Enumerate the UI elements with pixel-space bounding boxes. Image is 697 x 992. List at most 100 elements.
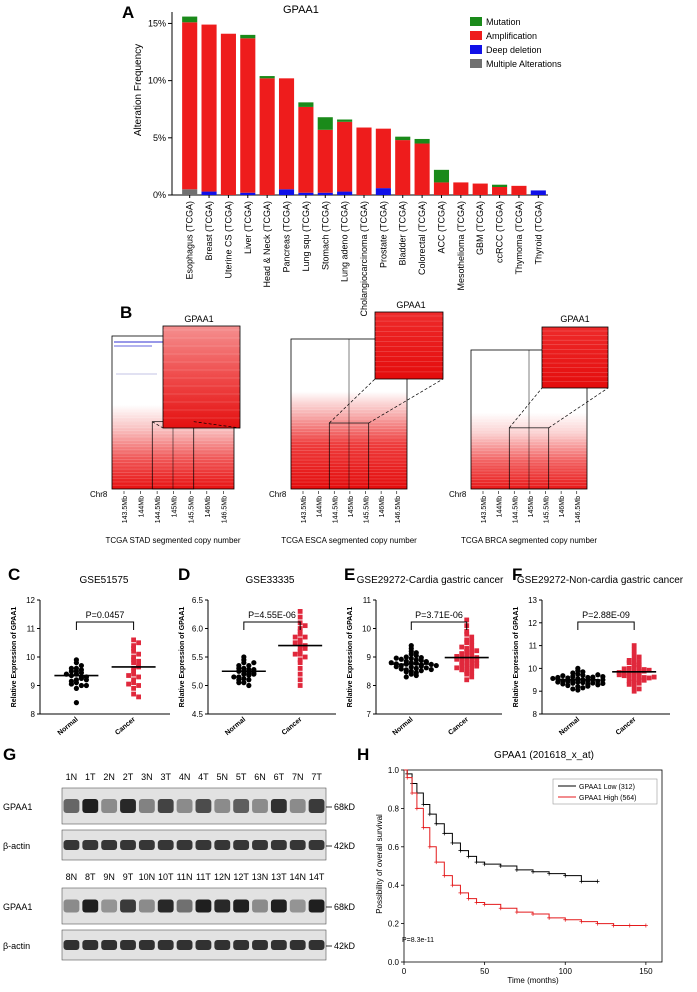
chart-a-xlabels: Esophagus (TCGA) Breast (TCGA) Uterine CS … [185, 195, 543, 317]
bar-mutation [259, 76, 275, 79]
dot-cancer [126, 681, 131, 687]
bar-amplification [182, 22, 198, 190]
blot-band [82, 840, 99, 850]
blot-gpaa1-top [61, 787, 327, 825]
lane-label: 12T [233, 872, 249, 882]
dot-cancer [469, 666, 475, 671]
dot-normal [580, 672, 586, 678]
dot-normal [73, 700, 79, 706]
dot-normal [570, 680, 576, 686]
blot-band [270, 799, 287, 813]
bar-deep-deletion [317, 192, 333, 195]
km-censor-mark [458, 848, 463, 853]
dot-cancer [469, 647, 475, 653]
dot-normal [73, 657, 79, 663]
legend-swatch-amplification [470, 31, 482, 40]
zoom-connector [152, 421, 164, 429]
panel-letter-g: G [3, 745, 16, 764]
dot-normal [73, 685, 79, 691]
blot-band [308, 799, 325, 813]
blot-band [176, 899, 193, 913]
blot-band [252, 940, 268, 950]
dot-cancer [636, 680, 642, 686]
blot-band [195, 799, 212, 813]
dot-cancer [621, 673, 627, 679]
scatter-pvalue: P=0.0457 [86, 610, 125, 620]
chart-a-xtick-label: Lung squ (TCGA) [301, 201, 311, 272]
dot-normal [408, 664, 414, 670]
zoom-connector [548, 387, 609, 429]
bar-mutation [298, 102, 314, 107]
blot-band [289, 799, 306, 813]
dot-cancer [469, 661, 475, 667]
dot-normal [398, 656, 404, 662]
lane-label: 1N [66, 772, 78, 782]
dot-cancer [464, 671, 470, 677]
km-ytick-label: 0.0 [388, 958, 400, 967]
bar-amplification [492, 186, 508, 195]
dot-cancer [297, 646, 303, 651]
blot-band [138, 940, 155, 950]
bar-amplification [395, 140, 411, 195]
dot-cancer [474, 658, 480, 663]
dot-cancer [464, 631, 470, 637]
scatter-pvalue: P=4.55E-06 [248, 610, 296, 620]
blot-band [233, 899, 250, 913]
dot-normal [413, 650, 419, 656]
dot-cancer [626, 678, 632, 684]
chart-a-bars [182, 16, 546, 196]
chart-a-xtick-label: Esophagus (TCGA) [185, 201, 195, 280]
dot-normal [236, 680, 242, 686]
chart-h-ylabel: Possibility of overall survival [375, 814, 384, 914]
blot-band [252, 799, 268, 813]
panel-scatter-group: C D E F GSE51575 8 9 10 11 12 Relative Express… [8, 565, 684, 737]
dot-cancer [131, 668, 136, 674]
dot-cancer [616, 672, 622, 678]
zoom-gene-label: GPAA1 [184, 314, 213, 324]
dot-cancer [459, 651, 465, 656]
bar-deep-deletion [201, 191, 217, 195]
blot-band [195, 899, 212, 913]
panel-letter-h: H [357, 745, 369, 764]
scatter-ytick-label: 9 [367, 653, 372, 662]
legend-swatch-multiple [470, 59, 482, 68]
significance-bracket [577, 621, 635, 630]
dot-normal [575, 687, 581, 693]
panel-letter-f: F [512, 565, 522, 584]
bar-mutation [182, 16, 198, 23]
scatter-ylabel: Relative Expression of GPAA1 [179, 607, 186, 708]
scatter-ytick-label: 9 [533, 687, 538, 696]
dot-normal [393, 664, 399, 670]
dot-cancer [459, 663, 465, 668]
dot-normal [590, 674, 596, 680]
km-ytick-label: 0.6 [388, 843, 400, 852]
dot-cancer [292, 651, 298, 657]
dot-cancer [469, 657, 475, 663]
chr-label: Chr8 [269, 490, 287, 499]
chr-tick-label: 145Mb [172, 496, 179, 518]
km-xtick-label: 50 [480, 967, 489, 976]
dot-normal [241, 671, 247, 677]
lane-label: 12N [214, 872, 231, 882]
blot-band [289, 899, 306, 913]
scatter-ytick-label: 13 [528, 596, 537, 605]
dot-cancer [126, 673, 131, 678]
dot-normal [73, 680, 79, 686]
dot-cancer [136, 658, 141, 664]
scatter-ytick-label: 8 [533, 710, 538, 719]
legend-label-amplification: Amplification [486, 31, 537, 41]
chr-tick-label: 143.5Mb [122, 496, 129, 523]
scatter-title: GSE29272-Cardia gastric cancer [357, 575, 504, 586]
lane-label: 1T [85, 772, 96, 782]
significance-bracket [75, 621, 135, 630]
dot-normal [241, 660, 247, 666]
dot-normal [423, 658, 429, 665]
chr-tick-label: 145.5Mb [188, 496, 195, 523]
blot-band [214, 799, 231, 813]
dot-cancer [464, 668, 470, 674]
dot-cancer [131, 666, 136, 671]
scatter-chart-f: GSE29272-Non-cardia gastric cancer 8 9 10 11… [513, 575, 684, 737]
dot-cancer [631, 688, 637, 694]
blot-band [101, 840, 118, 850]
scatter-ylabel: Relative Expression of GPAA1 [11, 607, 18, 708]
